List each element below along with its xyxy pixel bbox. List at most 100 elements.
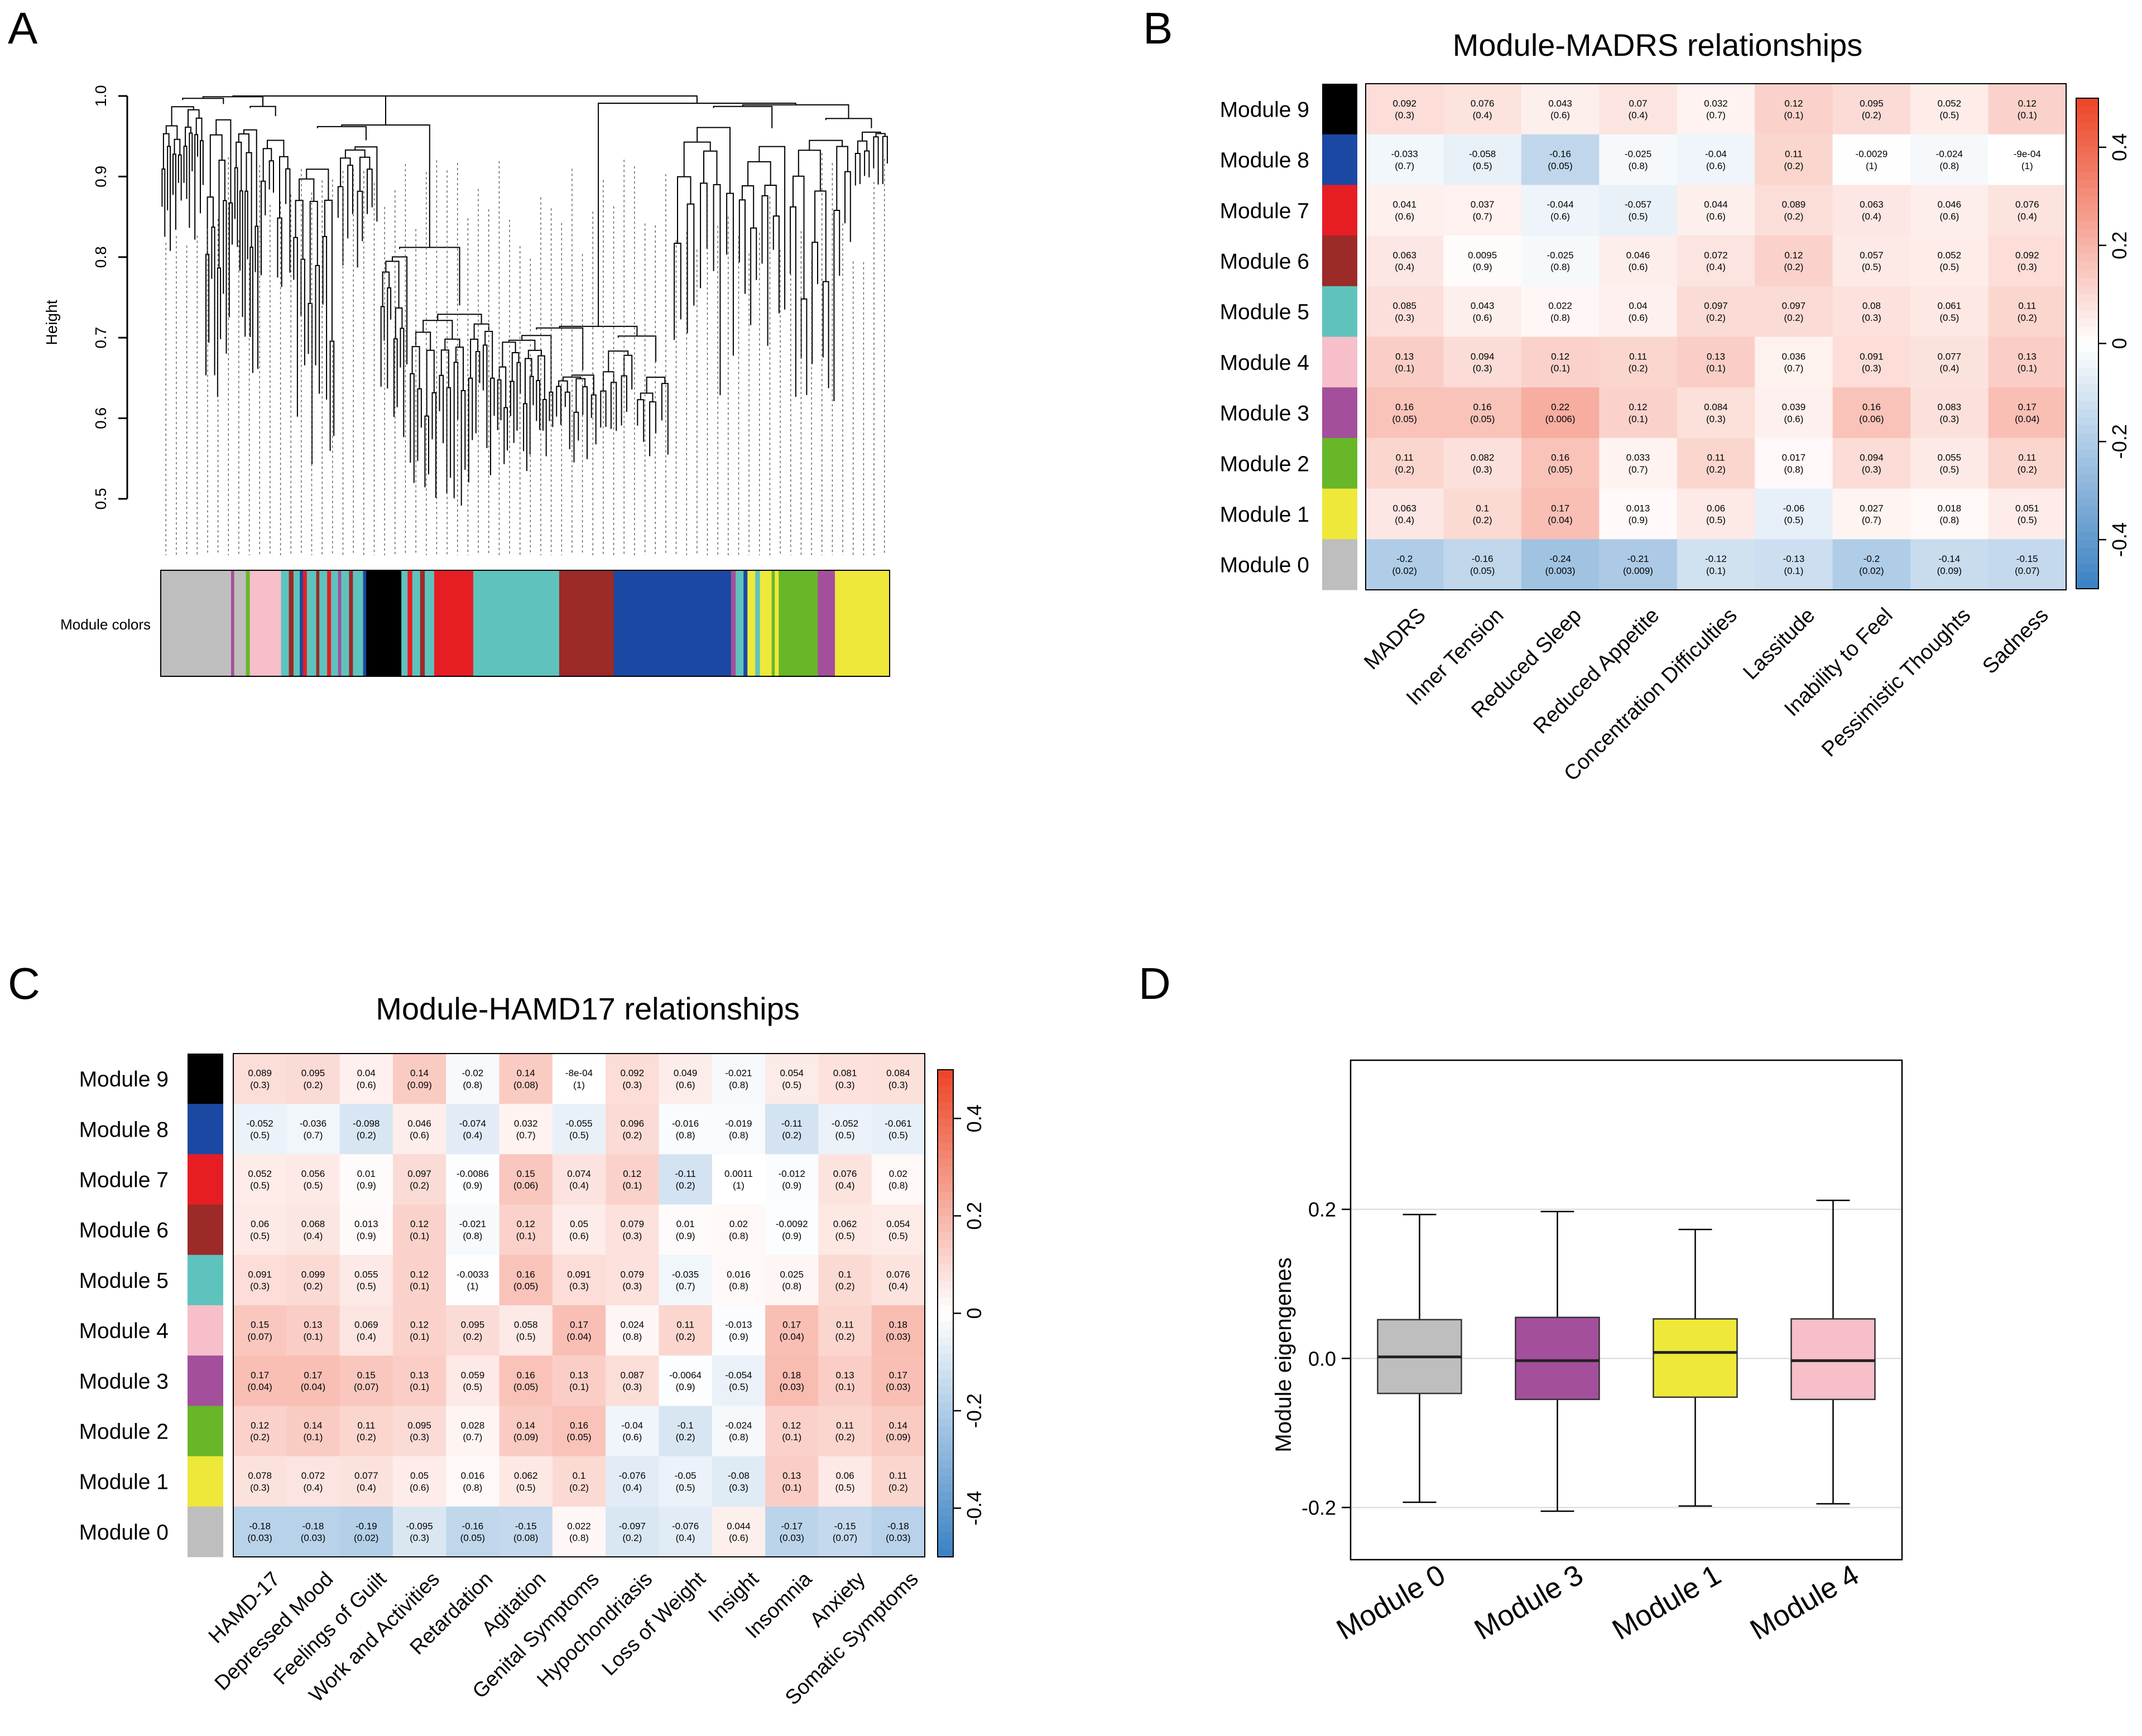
heatmap-cell-pvalue: (0.4) [303,1230,323,1241]
heatmap-cell [1443,84,1522,135]
heatmap-cell-pvalue: (0.09) [1937,565,1962,576]
module-color-bar-frame [160,570,890,677]
module-row-label: Module 7 [79,1168,169,1192]
heatmap-cell-value: 0.11 [889,1470,907,1481]
boxplot-box [1515,1316,1600,1401]
heatmap-cell-pvalue: (0.7) [516,1130,536,1141]
heatmap-cell-value: 0.046 [1626,250,1650,261]
heatmap-cell-pvalue: (0.4) [1395,262,1414,272]
heatmap-cell [1755,488,1833,540]
heatmap-cell [233,1204,287,1256]
heatmap-cell [871,1506,925,1557]
module-row-label: Module 0 [1220,554,1309,578]
color-scale-step [2076,449,2098,459]
color-scale-step [2076,302,2098,311]
heatmap-cell-value: -0.18 [302,1521,324,1531]
heatmap-cell-pvalue: (0.2) [410,1180,429,1191]
heatmap-cell-value: 0.15 [357,1370,376,1381]
heatmap-cell-pvalue: (0.5) [250,1230,270,1241]
color-scale-step [2076,220,2098,229]
heatmap-cell [1910,336,1989,388]
heatmap-cell-value: -0.24 [1549,554,1571,564]
heatmap-cell [1443,235,1522,287]
heatmap-cell-value: 0.095 [407,1420,431,1431]
heatmap-cell-value: 0.12 [410,1269,429,1280]
heatmap-cell-value: -0.076 [619,1470,646,1481]
heatmap-cell-pvalue: (0.2) [676,1331,695,1342]
heatmap-cell [1366,488,1444,540]
heatmap-cell [339,1355,393,1406]
module-color-swatch [188,1154,223,1205]
heatmap-cell [499,1154,553,1205]
color-scale-step [938,1532,953,1541]
heatmap-cell-pvalue: (0.7) [1473,211,1492,222]
heatmap-cell [818,1254,872,1306]
color-scale-step [2076,196,2098,205]
heatmap-cell-pvalue: (0.5) [1784,515,1803,526]
module-color-swatch [188,1406,223,1457]
heatmap-cell-pvalue: (0.05) [513,1281,538,1292]
heatmap-cell-value: 0.11 [836,1320,854,1330]
heatmap-cell-pvalue: (0.04) [566,1331,591,1342]
color-scale-step [2076,327,2098,336]
heatmap-cell-value: 0.12 [410,1320,429,1330]
module-row-label: Module 0 [79,1521,169,1545]
heatmap-cell-value: 0.032 [514,1118,538,1129]
heatmap-cell-value: -0.036 [300,1118,326,1129]
heatmap-cell-pvalue: (0.5) [250,1180,270,1191]
heatmap-cell [818,1154,872,1205]
heatmap-cell-value: -0.02 [462,1068,484,1079]
heatmap-cell-value: 0.05 [570,1219,588,1229]
heatmap-cell [1366,134,1444,185]
module-color-swatch [188,1456,223,1507]
heatmap-cell-value: 0.16 [1862,402,1881,412]
heatmap-cell-pvalue: (0.6) [410,1130,429,1141]
heatmap-cell [446,1154,500,1205]
heatmap-cell [286,1054,340,1104]
heatmap-cell [1755,286,1833,337]
dendrogram-leaf-guides [165,153,885,555]
module-color-bar-segment [249,570,282,676]
heatmap-cell [392,1104,446,1155]
heatmap-cell [1755,235,1833,287]
heatmap-cell [552,1054,606,1104]
module-row-label: Module 5 [1220,300,1309,324]
module-row-label: Module 4 [79,1319,169,1343]
heatmap-cell [1677,235,1755,287]
heatmap-cell-pvalue: (0.2) [1784,211,1803,222]
heatmap-cell-pvalue: (0.03) [886,1533,910,1543]
heatmap-cell-value: 0.022 [1548,301,1572,311]
heatmap-cell-pvalue: (0.1) [782,1432,801,1442]
module-color-swatch [188,1305,223,1356]
boxplot-box [1653,1318,1738,1398]
boxplot-y-tick-label: 0.0 [1308,1347,1336,1370]
heatmap-cell-value: 0.063 [1860,199,1884,210]
module-row-label: Module 8 [79,1118,169,1142]
heatmap-cell-value: 0.12 [251,1420,269,1431]
color-scale-step [938,1484,953,1493]
module-color-bar-segment [473,570,560,676]
heatmap-cell-pvalue: (0.8) [463,1230,482,1241]
color-scale-tick-label: 0.2 [2108,232,2131,259]
heatmap-cell-pvalue: (0.4) [357,1331,376,1342]
heatmap-cell [871,1254,925,1306]
heatmap-column-label: Sadness [1978,604,2053,679]
heatmap-cell-value: 0.016 [727,1269,751,1280]
heatmap-cell [499,1254,553,1306]
color-scale-step [938,1224,953,1233]
module-color-bar-segment [613,570,732,676]
heatmap-cell-value: -0.04 [621,1420,643,1431]
dendrogram-y-tick-label: 1.0 [92,85,109,107]
heatmap-cell-value: -0.044 [1547,199,1574,210]
heatmap-cell-value: -0.035 [672,1269,699,1280]
heatmap-cell [552,1456,606,1507]
heatmap-cell-value: 0.12 [1629,402,1648,412]
heatmap-cell-value: 0.072 [301,1470,325,1481]
heatmap-cell-pvalue: (0.2) [676,1180,695,1191]
heatmap-cell-pvalue: (0.1) [1706,363,1726,374]
module-color-bar-segment [736,570,744,676]
heatmap-cell-value: 0.13 [2018,351,2037,362]
color-scale-step [2076,229,2098,238]
module-row-label: Module 9 [1220,98,1309,122]
heatmap-cell-value: 0.092 [621,1068,645,1079]
